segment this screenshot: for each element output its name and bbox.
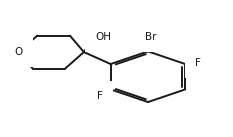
Text: Br: Br	[144, 32, 156, 42]
Text: F: F	[195, 58, 201, 68]
Text: F: F	[97, 91, 103, 101]
Text: OH: OH	[96, 32, 112, 42]
Text: O: O	[14, 47, 23, 57]
